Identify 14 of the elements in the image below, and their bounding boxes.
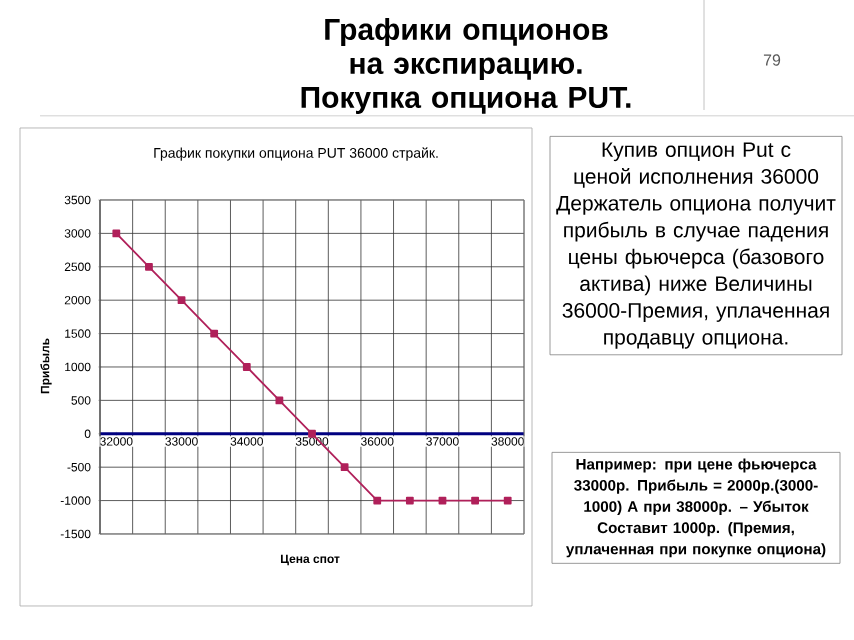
point — [210, 329, 219, 338]
point — [405, 496, 414, 505]
point — [275, 396, 284, 405]
text: Купив опцион Put с ценой исполнения 36000 Держатель опциона получит прибыль в случае падения цены фьючерса (базового актива) ниже Величины 36000-Премия, уплаченная продавцу опциона. — [556, 142, 836, 349]
point — [242, 363, 251, 371]
point — [177, 296, 186, 305]
text: 79 — [763, 54, 781, 66]
point — [112, 229, 121, 238]
point — [340, 463, 349, 472]
point — [471, 496, 479, 505]
point — [373, 496, 382, 505]
chart-title: Графики опционов на экспирацию. Покупка опциона PUT. — [301, 18, 631, 114]
point — [145, 262, 153, 271]
point — [503, 496, 512, 505]
